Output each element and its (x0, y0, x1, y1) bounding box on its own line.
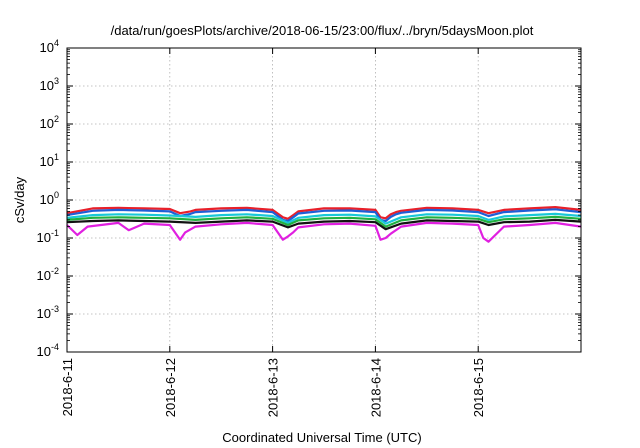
series-line-3 (66, 212, 582, 225)
series-line-5 (66, 218, 582, 231)
x-axis-label: Coordinated Universal Time (UTC) (222, 430, 421, 445)
y-tick-label: 10-3 (37, 304, 59, 321)
series-line-6 (66, 221, 582, 243)
y-tick-label: 102 (40, 114, 59, 131)
axis-ticks: 10-4 10-3 10-2 10-1 100 101 102 103 104 2018-6-11… (37, 38, 581, 417)
y-tick-label: 101 (40, 152, 59, 169)
grid-lines (67, 48, 581, 352)
series-group (66, 206, 582, 243)
plot-frame (66, 47, 582, 353)
y-tick-label: 103 (40, 76, 59, 93)
series-line-1 (66, 206, 582, 220)
y-tick-label: 104 (40, 38, 59, 55)
y-tick-label: 100 (40, 190, 59, 207)
y-tick-label: 10-2 (37, 266, 59, 283)
y-axis-label: cSv/day (12, 176, 27, 223)
x-tick-label: 2018-6-12 (163, 358, 178, 417)
series-line-4 (66, 215, 582, 228)
x-tick-label: 2018-6-14 (368, 358, 383, 417)
x-tick-label: 2018-6-15 (471, 358, 486, 417)
y-tick-label: 10-4 (37, 342, 59, 359)
x-tick-label: 2018-6-11 (60, 358, 75, 416)
y-tick-label: 10-1 (37, 228, 59, 245)
x-tick-label: 2018-6-13 (266, 358, 281, 417)
chart-title: /data/run/goesPlots/archive/2018-06-15/2… (111, 23, 534, 38)
